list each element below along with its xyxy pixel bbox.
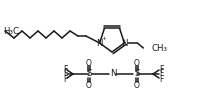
Text: F: F [62, 64, 67, 73]
Text: N: N [109, 69, 116, 78]
Text: H₃C: H₃C [3, 27, 19, 36]
Text: O: O [86, 80, 91, 89]
Text: N: N [121, 39, 127, 48]
Text: F: F [158, 74, 162, 83]
Text: N: N [96, 39, 102, 48]
Text: F: F [158, 64, 162, 73]
Text: O: O [133, 58, 139, 67]
Text: CH₃: CH₃ [151, 44, 166, 53]
Text: S: S [134, 69, 139, 78]
Text: F: F [62, 74, 67, 83]
Text: O: O [133, 80, 139, 89]
Text: S: S [86, 69, 91, 78]
Text: F: F [158, 69, 162, 78]
Text: +: + [101, 36, 105, 41]
Text: F: F [62, 69, 67, 78]
Text: O: O [86, 58, 91, 67]
